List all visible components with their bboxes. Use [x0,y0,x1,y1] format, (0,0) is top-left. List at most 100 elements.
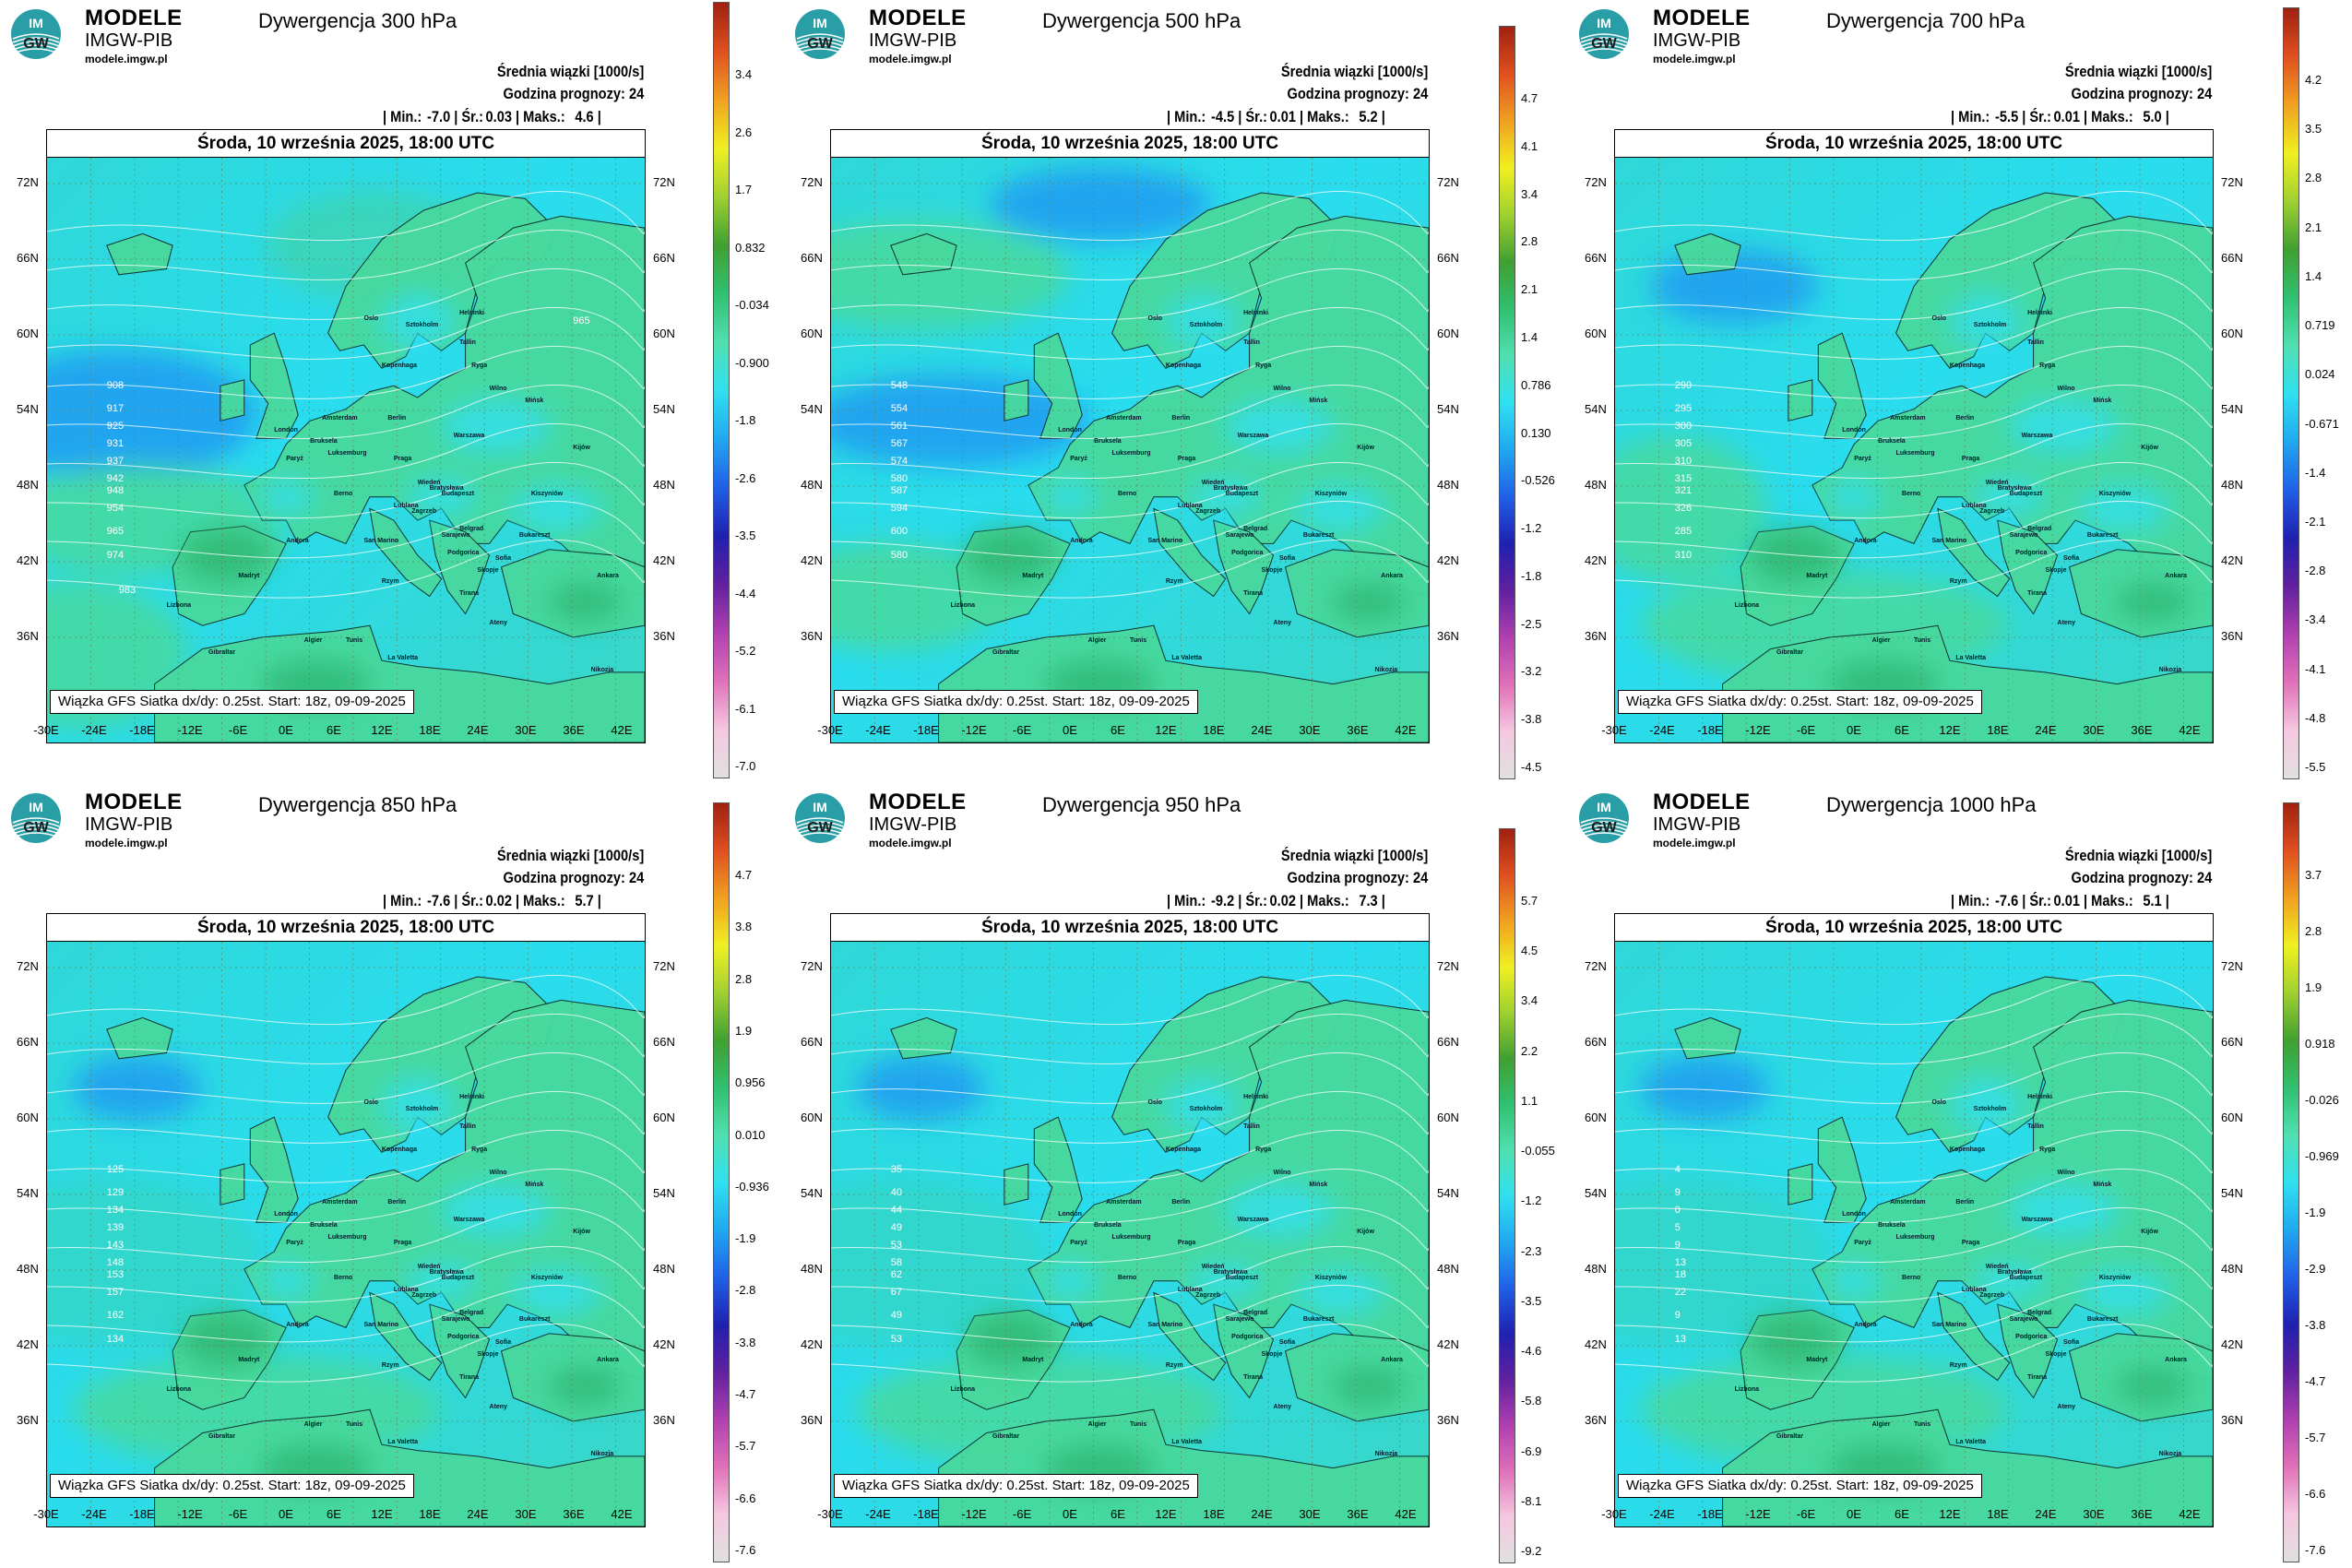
colorbar-tick: -4.8 [2305,710,2326,725]
colorbar-tick: -1.8 [735,413,756,427]
brand-block[interactable]: MODELE IMGW-PIB modele.imgw.pl [869,791,967,849]
colorbar-tick: -7.6 [2305,1543,2326,1557]
city-label: Luksemburg [1111,1234,1151,1241]
colorbar-tick: -5.2 [735,644,756,658]
city-label: Ankara [2165,573,2187,580]
city-label: London [274,426,298,434]
contour-label: 58 [890,1257,903,1269]
colorbar-tick: -0.055 [1521,1144,1555,1158]
longitude-label: 42E [611,1507,633,1521]
latitude-label: 42N [1437,553,1459,567]
contour-label: 310 [1674,456,1693,468]
latitude-label: 54N [2221,402,2243,416]
city-label: Kopenhaga [1165,1146,1201,1153]
latitude-label: 36N [1437,1413,1459,1427]
city-label: Andora [286,538,309,545]
divergence-map[interactable]: 125 129 134 139 143 148 153 157 162 134 Oslo Sztokh… [46,941,646,1527]
longitude-label: 36E [1347,723,1369,737]
brand-block[interactable]: MODELE IMGW-PIB modele.imgw.pl [1653,791,1751,849]
city-label: La Valetta [1955,1438,1987,1445]
city-label: London [274,1210,298,1218]
city-label: Bukareszt [518,1315,551,1323]
city-label: Zagrzeb [1195,1292,1221,1300]
longitude-label: 12E [1939,723,1961,737]
city-label: Wilno [489,386,507,393]
city-label: Luksemburg [1895,450,1935,457]
city-label: Gibraltar [992,1432,1020,1440]
colorbar-tick: -6.6 [735,1491,756,1505]
longitude-label: -30E [1601,723,1627,737]
latitude-label: 60N [17,1111,39,1124]
brand-block[interactable]: MODELE IMGW-PIB modele.imgw.pl [85,791,183,849]
contour-label: 129 [106,1187,125,1199]
max-value: 4.6 [575,108,594,125]
contour-label: 310 [1674,549,1693,561]
brand-url: modele.imgw.pl [869,53,952,65]
mean-label: Średnia wiązki [1000/s] [2064,63,2212,80]
city-label: Ankara [1381,573,1403,580]
brand-block[interactable]: MODELE IMGW-PIB modele.imgw.pl [869,7,967,65]
city-label: Bukareszt [2086,531,2119,539]
source-label: Wiązka GFS Siatka dx/dy: 0.25st. Start: … [50,690,414,714]
city-label: Bukareszt [2086,1315,2119,1323]
mean-value: 0.03 [485,108,512,125]
city-label: Nikozja [2158,666,2182,673]
city-label: Andora [286,1322,309,1329]
min-label: | Min.: [383,892,422,909]
city-label: Bratysława [1997,1269,2032,1277]
divergence-map[interactable]: 290 295 300 305 310 315 321 326 285 310 Oslo Sztokh… [1614,157,2214,743]
city-label: Berno [1118,491,1137,498]
city-label: Tirana [2027,590,2047,598]
city-label: Algier [1871,1420,1891,1428]
contour-label: 937 [106,456,125,468]
city-label: Luksemburg [327,450,367,457]
city-label: Tallin [1243,339,1260,346]
latitude-label: 36N [17,1413,39,1427]
divergence-map[interactable]: 548 554 561 567 574 580 587 594 600 580 Oslo Sztokh… [830,157,1430,743]
max-label: | Maks.: [2079,108,2133,125]
brand-sub: IMGW-PIB [85,30,173,51]
max-label: | Maks.: [2079,892,2133,909]
contour-label: 574 [890,456,909,468]
latitude-label: 42N [1585,553,1607,567]
svg-text:GW: GW [807,36,833,52]
brand-block[interactable]: MODELE IMGW-PIB modele.imgw.pl [85,7,183,65]
latitude-label: 72N [1437,959,1459,973]
latitude-label: 42N [2221,553,2243,567]
colorbar-tick: -2.8 [735,1283,756,1298]
colorbar-tick: 0.918 [2305,1037,2335,1051]
colorbar-tick: 2.8 [1521,234,1538,249]
max-label: | Maks.: [1295,892,1349,909]
latitude-label: 48N [801,478,823,492]
longitude-label: -18E [129,1507,155,1521]
city-label: Rzym [381,1362,399,1370]
latitude-label: 48N [1585,478,1607,492]
city-label: Rzym [1949,578,1967,586]
latitude-label: 42N [17,553,39,567]
mean-short-label: | Śr.: [1234,108,1268,125]
city-label: Berno [334,491,353,498]
divergence-map[interactable]: 908 917 925 931 937 942 948 954 965 974 983 965 Oslo… [46,157,646,743]
divergence-map[interactable]: 35 40 44 49 53 58 62 67 49 53 Oslo Sztokholm Helsink… [830,941,1430,1527]
colorbar [1499,828,1515,1563]
latitude-label: 72N [1585,175,1607,189]
divergence-map[interactable]: 4 9 0 5 9 13 18 22 9 13 Oslo Sztokholm Helsinki Talli… [1614,941,2214,1527]
city-label: Amsterdam [1890,1198,1926,1206]
latitude-label: 66N [801,1035,823,1049]
latitude-label: 36N [1585,629,1607,643]
city-label: La Valetta [1171,654,1203,661]
city-label: Tunis [1914,636,1931,644]
contour-label: 35 [890,1163,903,1175]
latitude-label: 72N [1585,959,1607,973]
contour-label: 157 [106,1287,125,1299]
latitude-label: 36N [653,1413,675,1427]
longitude-label: 18E [419,723,441,737]
colorbar-tick: -2.3 [1521,1243,1542,1258]
brand-block[interactable]: MODELE IMGW-PIB modele.imgw.pl [1653,7,1751,65]
city-label: Tallin [459,339,476,346]
city-label: Warszawa [453,432,485,439]
city-label: San Marino [363,1322,399,1329]
max-value: 5.7 [575,892,594,909]
colorbar-tick: 1.4 [2305,268,2322,283]
longitude-label: 0E [1847,723,1861,737]
